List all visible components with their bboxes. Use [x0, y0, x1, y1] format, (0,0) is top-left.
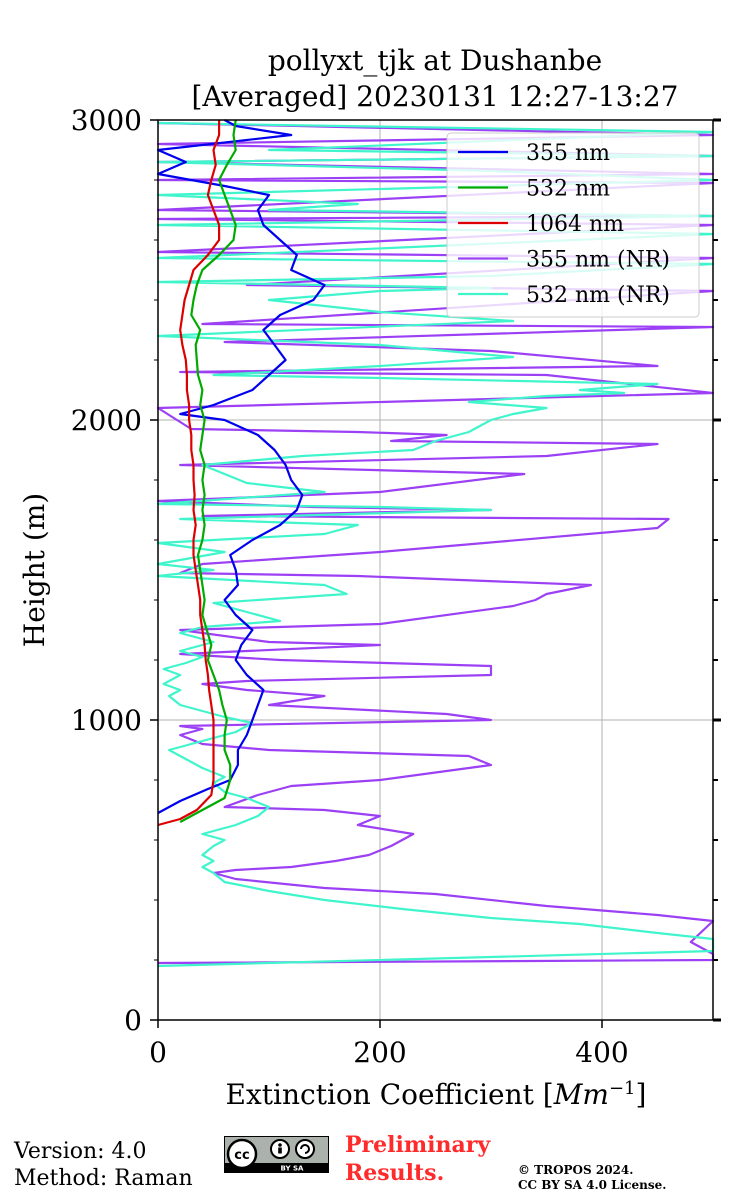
svg-text:cc: cc	[234, 1148, 249, 1163]
legend-label: 355 nm (NR)	[526, 248, 670, 273]
y-tick-label: 0	[124, 1004, 142, 1037]
legend-label: 532 nm (NR)	[526, 283, 670, 308]
version-info: Version: 4.0 Method: Raman	[14, 1138, 193, 1192]
series-line-532-nm	[179, 119, 237, 823]
legend: 355 nm 532 nm 1064 nm 355 nm (NR) 532 nm (NR…	[446, 132, 700, 318]
legend-label: 355 nm	[526, 141, 610, 166]
series-line-355-nm-nr	[156, 121, 715, 965]
axis-ticks: 0 200 400 0 1000 2000 3000	[71, 104, 721, 1069]
x-tick-label: 400	[575, 1036, 628, 1069]
x-axis-label: Extinction Coefficient [Mm−1]	[226, 1078, 647, 1112]
sa-icon	[295, 1139, 315, 1159]
y-tick-label: 2000	[71, 404, 142, 437]
legend-label: 1064 nm	[526, 212, 624, 237]
legend-label: 532 nm	[526, 177, 610, 202]
y-tick-label: 1000	[71, 704, 142, 737]
cc-icon	[226, 1138, 258, 1170]
method-text: Method: Raman	[14, 1166, 193, 1191]
chart-title: pollyxt_tjk at Dushanbe	[268, 44, 602, 77]
cc-badge-text: BY SA	[281, 1165, 305, 1173]
copyright-line1: © TROPOS 2024.	[518, 1163, 634, 1177]
chart-subtitle: [Averaged] 20230131 12:27-13:27	[192, 80, 679, 113]
x-tick-label: 0	[149, 1036, 167, 1069]
legend-box	[446, 132, 700, 318]
series-line-1064-nm	[157, 120, 221, 827]
y-tick-label: 3000	[71, 104, 142, 137]
version-text: Version: 4.0	[14, 1139, 147, 1164]
copyright-line2: CC BY SA 4.0 License.	[518, 1178, 667, 1192]
extinction-chart: pollyxt_tjk at Dushanbe [Averaged] 20230…	[18, 44, 721, 1112]
series-line-532-nm-nr	[156, 121, 715, 968]
series-line-355-nm	[156, 119, 326, 814]
series-layer	[156, 119, 715, 968]
copyright-notice: © TROPOS 2024. CC BY SA 4.0 License.	[518, 1163, 666, 1193]
cc-license-badge: cc BY SA	[224, 1136, 329, 1173]
plot-frame	[157, 119, 714, 1021]
x-tick-label: 200	[353, 1036, 406, 1069]
preliminary-notice: Preliminary Results.	[345, 1131, 490, 1187]
preliminary-line2: Results.	[345, 1160, 445, 1186]
y-axis-label: Height (m)	[18, 493, 51, 647]
preliminary-line1: Preliminary	[345, 1132, 491, 1158]
